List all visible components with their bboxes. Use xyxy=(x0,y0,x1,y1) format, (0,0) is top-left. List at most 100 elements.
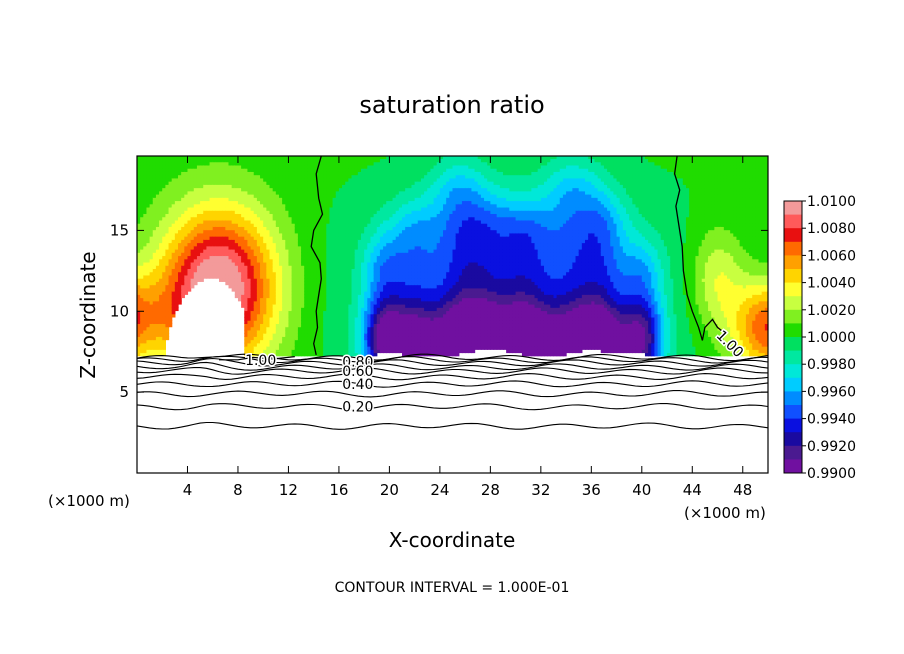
field-cell xyxy=(383,274,387,279)
field-cell xyxy=(181,271,185,276)
field-cell xyxy=(332,210,337,215)
field-cell xyxy=(146,223,151,227)
field-cell xyxy=(209,268,214,273)
field-cell xyxy=(386,258,390,263)
field-cell xyxy=(275,326,280,331)
field-cell xyxy=(361,242,365,247)
field-cell xyxy=(326,248,331,253)
field-cell xyxy=(187,281,192,286)
field-cell xyxy=(345,323,349,328)
field-cell xyxy=(332,194,337,198)
field-cell xyxy=(319,336,324,341)
field-cell xyxy=(184,226,189,231)
field-cell xyxy=(338,313,343,318)
field-cell xyxy=(297,352,302,357)
field-cell xyxy=(342,210,346,215)
field-cell xyxy=(307,255,312,260)
field-cell xyxy=(361,342,365,347)
field-cell xyxy=(326,161,331,166)
field-cell xyxy=(310,346,315,350)
field-cell xyxy=(272,194,277,198)
field-cell xyxy=(143,223,148,227)
field-cell xyxy=(152,307,157,312)
field-cell xyxy=(225,213,230,218)
field-cell xyxy=(159,349,163,354)
field-cell xyxy=(228,174,233,179)
field-cell xyxy=(326,297,331,302)
field-cell xyxy=(389,174,394,179)
field-cell xyxy=(206,223,211,227)
field-cell xyxy=(313,184,318,189)
field-cell xyxy=(335,352,340,357)
field-cell xyxy=(395,342,400,347)
field-cell xyxy=(137,326,141,331)
field-cell xyxy=(190,271,195,276)
field-cell xyxy=(152,164,157,169)
field-cell xyxy=(206,255,211,260)
field-cell xyxy=(140,284,144,289)
field-cell xyxy=(386,339,390,344)
field-cell xyxy=(291,226,296,231)
field-cell xyxy=(209,168,214,172)
field-cell xyxy=(237,164,242,169)
field-cell xyxy=(297,300,302,305)
field-cell xyxy=(225,239,230,244)
field-cell xyxy=(212,210,217,215)
field-cell xyxy=(297,268,302,273)
field-cell xyxy=(373,187,378,192)
field-cell xyxy=(219,223,223,227)
field-cell xyxy=(178,300,182,305)
field-cell xyxy=(222,258,226,263)
field-cell xyxy=(383,320,387,324)
field-cell xyxy=(316,271,321,276)
field-cell xyxy=(155,213,160,218)
field-cell xyxy=(155,248,160,253)
field-cell xyxy=(228,213,233,218)
field-cell xyxy=(307,213,312,218)
field-cell xyxy=(405,316,409,321)
field-cell xyxy=(200,236,204,240)
field-cell xyxy=(354,294,359,299)
field-cell xyxy=(332,197,337,202)
field-cell xyxy=(256,203,261,208)
field-cell xyxy=(181,294,185,299)
field-cell xyxy=(294,281,299,286)
field-cell xyxy=(231,258,236,263)
field-cell xyxy=(338,200,343,205)
field-cell xyxy=(386,349,390,354)
field-cell xyxy=(379,323,384,328)
field-cell xyxy=(269,245,274,250)
field-cell xyxy=(319,339,324,344)
field-cell xyxy=(332,242,337,247)
field-cell xyxy=(335,313,340,318)
field-cell xyxy=(373,156,378,160)
field-cell xyxy=(345,216,349,221)
field-cell xyxy=(228,242,233,247)
field-cell xyxy=(282,316,286,321)
field-cell xyxy=(354,281,359,286)
field-cell xyxy=(155,181,160,185)
field-cell xyxy=(140,248,144,253)
field-cell xyxy=(386,265,390,270)
field-cell xyxy=(266,291,271,295)
field-cell xyxy=(291,213,296,218)
field-cell xyxy=(361,200,365,205)
field-cell xyxy=(209,174,214,179)
field-cell xyxy=(278,346,283,350)
field-cell xyxy=(159,203,163,208)
field-cell xyxy=(278,320,283,324)
field-cell xyxy=(225,268,230,273)
field-cell xyxy=(244,239,249,244)
field-cell xyxy=(319,333,324,337)
field-cell xyxy=(338,291,343,295)
field-cell xyxy=(143,245,148,250)
field-cell xyxy=(357,307,362,312)
field-cell xyxy=(354,268,359,273)
field-cell xyxy=(253,310,258,315)
field-cell xyxy=(411,223,416,227)
field-cell xyxy=(272,245,277,250)
field-cell xyxy=(310,271,315,276)
field-cell xyxy=(395,268,400,273)
field-cell xyxy=(282,190,286,195)
field-cell xyxy=(319,181,324,185)
